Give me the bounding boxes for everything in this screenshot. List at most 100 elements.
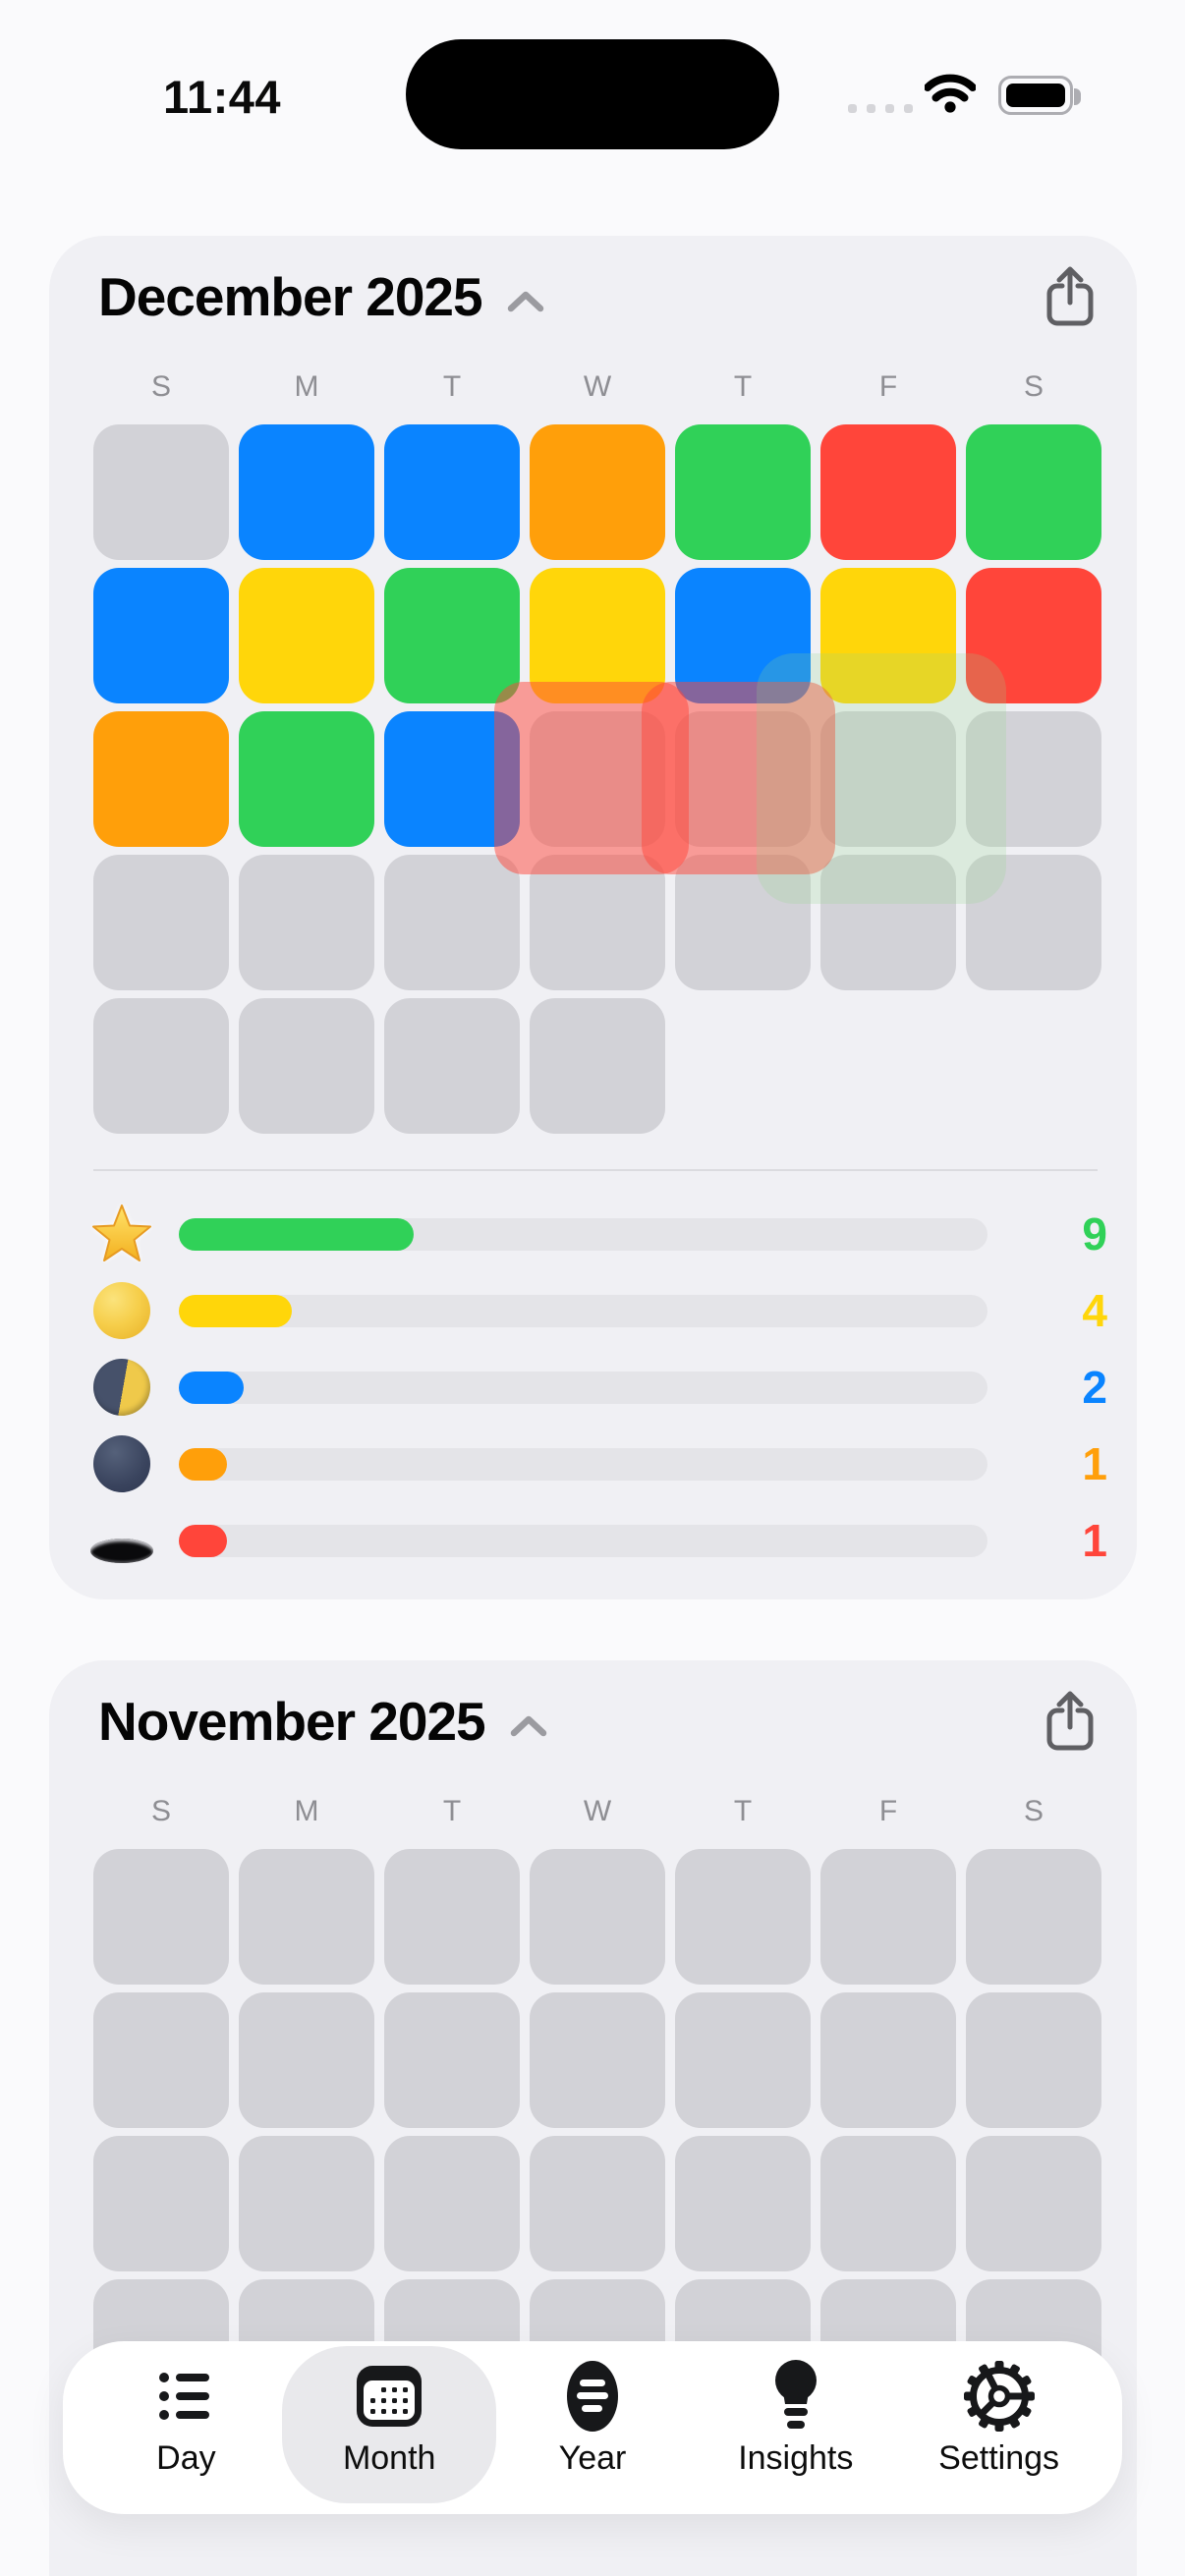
day-cell-yellow[interactable] <box>530 568 665 703</box>
day-cell-gray[interactable] <box>384 1992 520 2128</box>
day-cell-gray[interactable] <box>93 1849 229 1985</box>
insights-bulb-icon <box>770 2353 821 2439</box>
day-cell-gray[interactable] <box>966 711 1101 847</box>
day-cell-gray[interactable] <box>966 2136 1101 2271</box>
legend-divider <box>93 1169 1098 1171</box>
day-cell-gray[interactable] <box>675 2136 811 2271</box>
signal-dot <box>867 104 875 113</box>
weekday-label: T <box>733 370 753 403</box>
day-cell-gray[interactable] <box>530 855 665 990</box>
settings-gear-icon <box>962 2353 1037 2439</box>
day-cell-green[interactable] <box>966 424 1101 560</box>
ghost-square-green <box>757 653 1006 904</box>
share-icon[interactable] <box>1046 265 1094 329</box>
chevron-up-icon[interactable] <box>509 1713 548 1742</box>
weekday-label: W <box>583 1795 612 1827</box>
tab-label: Day <box>156 2439 216 2477</box>
day-cell-orange[interactable] <box>93 711 229 847</box>
day-cell-yellow[interactable] <box>239 568 374 703</box>
mood-legend: 9 4 2 1 1 <box>49 1196 1137 1579</box>
mood-count: 1 <box>1082 1438 1107 1489</box>
day-cell-blue[interactable] <box>239 424 374 560</box>
day-cell-gray[interactable] <box>239 855 374 990</box>
day-cell-green[interactable] <box>675 424 811 560</box>
day-cell-gray[interactable] <box>530 1849 665 1985</box>
day-cell-red[interactable] <box>966 568 1101 703</box>
day-cell-gray[interactable] <box>530 1992 665 2128</box>
tab-month[interactable]: Month <box>288 2341 491 2514</box>
tab-year[interactable]: Year <box>491 2341 695 2514</box>
weekday-label: M <box>294 1795 319 1827</box>
day-cell-gray[interactable] <box>239 1992 374 2128</box>
weekday-label: S <box>150 1795 171 1827</box>
day-cell-gray[interactable] <box>966 1849 1101 1985</box>
mood-count: 9 <box>1082 1208 1107 1260</box>
day-cell-gray[interactable] <box>820 855 956 990</box>
weekday-label: W <box>583 370 612 403</box>
share-icon[interactable] <box>1046 1690 1094 1754</box>
day-cell-gray[interactable] <box>93 998 229 1134</box>
weekday-label: T <box>733 1795 753 1827</box>
mood-count: 1 <box>1082 1515 1107 1566</box>
mood-count: 4 <box>1082 1285 1107 1336</box>
chevron-up-icon[interactable] <box>506 289 545 317</box>
tab-label: Month <box>342 2439 436 2477</box>
day-cell-gray[interactable] <box>820 711 956 847</box>
day-cell-blue[interactable] <box>384 424 520 560</box>
new-moon-emoji-icon <box>90 1432 153 1495</box>
day-cell-blue[interactable] <box>93 568 229 703</box>
month-title: November 2025 <box>98 1691 486 1752</box>
month-header: December 2025 <box>98 257 1094 336</box>
weekday-label: F <box>878 370 898 403</box>
day-cell-gray[interactable] <box>384 2136 520 2271</box>
day-cell-gray[interactable] <box>675 855 811 990</box>
mood-bar-fill <box>179 1294 293 1327</box>
hole-emoji-icon <box>90 1509 153 1572</box>
weekday-label: T <box>442 370 462 403</box>
weekday-label: S <box>150 370 171 403</box>
year-icon <box>566 2353 619 2439</box>
day-cell-gray[interactable] <box>384 1849 520 1985</box>
mood-bar-track <box>179 1524 988 1557</box>
day-cell-gray[interactable] <box>93 2136 229 2271</box>
day-cell-blue[interactable] <box>675 568 811 703</box>
day-cell-gray[interactable] <box>966 1992 1101 2128</box>
day-cell-gray[interactable] <box>820 2136 956 2271</box>
day-cell-orange[interactable] <box>530 424 665 560</box>
day-cell-gray[interactable] <box>239 1849 374 1985</box>
mood-row: 1 <box>49 1426 1137 1502</box>
day-cell-green[interactable] <box>384 568 520 703</box>
day-cell-gray[interactable] <box>820 1992 956 2128</box>
day-cell-gray[interactable] <box>384 855 520 990</box>
day-cell-gray[interactable] <box>239 2136 374 2271</box>
tab-insights[interactable]: Insights <box>694 2341 897 2514</box>
tab-day[interactable]: Day <box>85 2341 288 2514</box>
mood-bar-track <box>179 1217 988 1251</box>
day-cell-gray[interactable] <box>93 1992 229 2128</box>
day-cell-gray[interactable] <box>93 855 229 990</box>
mood-count: 2 <box>1082 1362 1107 1413</box>
day-cell-gray[interactable] <box>966 855 1101 990</box>
day-cell-gray[interactable] <box>820 1849 956 1985</box>
mood-bar-track <box>179 1447 988 1481</box>
day-cell-gray[interactable] <box>675 1849 811 1985</box>
ghost-square-red-2 <box>642 682 835 874</box>
day-cell-gray[interactable] <box>530 998 665 1134</box>
day-cell-red[interactable] <box>820 424 956 560</box>
day-list-icon <box>158 2353 213 2439</box>
day-cell-gray[interactable] <box>93 424 229 560</box>
signal-dot <box>885 104 894 113</box>
day-cell-yellow[interactable] <box>820 568 956 703</box>
day-cell-gray[interactable] <box>239 998 374 1134</box>
day-cell-gray[interactable] <box>384 998 520 1134</box>
day-cell-gray[interactable] <box>675 1992 811 2128</box>
month-card-december: December 2025 S M T W T F S 9 4 2 1 1 <box>49 236 1137 1599</box>
tab-settings[interactable]: Settings <box>897 2341 1100 2514</box>
day-cell-gray[interactable] <box>530 2136 665 2271</box>
day-grid <box>93 424 1101 1134</box>
day-cell-green[interactable] <box>239 711 374 847</box>
tab-label: Year <box>558 2439 627 2477</box>
